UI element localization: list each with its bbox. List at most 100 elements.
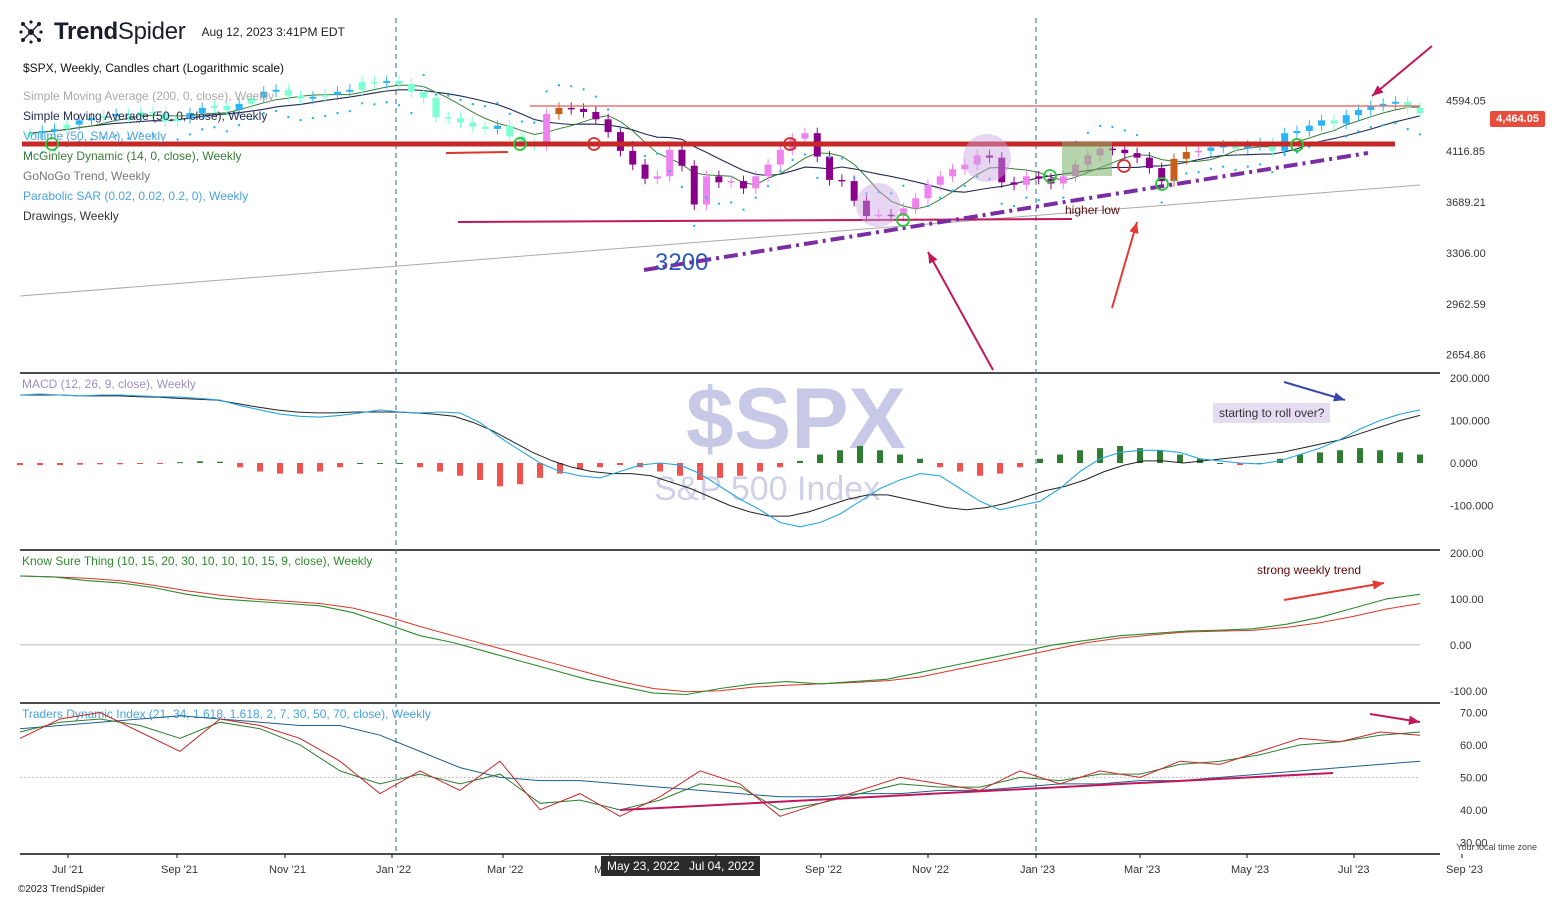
arrow-higher-low-shaft [1111,221,1138,309]
sar-dot-48 [619,127,622,130]
sar-dot-30 [397,104,401,107]
sar-dot-47 [606,108,610,111]
candle-12 [174,118,182,122]
macd-hist-bar-7 [157,463,163,464]
candle-17 [235,103,243,110]
study-legend: Simple Moving Average (200, 0, close), W… [23,86,274,226]
tdi-tick-label-1: 60.00 [1460,740,1488,752]
sar-dot-53 [680,185,684,189]
candle-113 [1416,107,1424,114]
macd-hist-bar-1 [37,463,43,466]
macd-tick-label-1: 100.000 [1450,416,1490,428]
kst-tick-label-2: 0.00 [1450,640,1471,652]
macd-hist-bar-29 [597,463,603,468]
x-tick-label-13: Sep '23 [1446,864,1483,876]
sma-200-line [19,184,1421,297]
candle-56 [715,176,723,183]
candle-28 [370,81,378,84]
study-gonogo[interactable]: GoNoGo Trend, Weekly [23,169,151,183]
candle-34 [444,117,452,119]
x-tick-label-7: Sep '22 [805,864,842,876]
study-drawings[interactable]: Drawings, Weekly [23,209,119,223]
candle-57 [727,181,735,183]
sar-dot-25 [336,111,339,115]
sar-dot-88 [1111,125,1114,129]
copyright: ©2023 TrendSpider [18,884,105,895]
sar-dot-41 [533,121,536,124]
sar-dot-98 [1234,168,1237,172]
candle-107 [1342,115,1350,124]
candle-30 [395,80,403,84]
kst-line [19,575,1421,696]
sar-dot-54 [693,224,696,228]
header: TrendSpider Aug 12, 2023 3:41PM EDT [18,18,345,46]
sar-dot-26 [348,109,352,113]
sar-dot-17 [237,123,241,127]
macd-hist-bar-15 [317,463,323,472]
macd-hist-bar-55 [1117,446,1123,463]
sar-dot-111 [1394,121,1397,125]
tdi-signal-line [19,718,1421,811]
candle-82 [1035,176,1043,179]
arrow-top-resistance-shaft [1371,45,1433,97]
macd-hist-bar-36 [737,463,743,476]
sar-dot-112 [1406,128,1409,131]
sar-dot-99 [1246,165,1249,168]
macd-hist-bar-48 [977,463,983,476]
candle-54 [690,165,698,205]
price-tick-label-5: 2654.86 [1446,350,1486,362]
sar-dot-16 [225,130,229,133]
kst-tick-label-3: -100.00 [1450,686,1487,698]
macd-hist-bar-66 [1337,450,1343,463]
macd-hist-bar-39 [797,460,803,463]
candle-88 [1108,148,1116,151]
candle-84 [1059,176,1067,184]
sar-dot-78 [988,177,991,181]
study-sma-200[interactable]: Simple Moving Average (200, 0, close), W… [23,89,275,103]
sar-dot-29 [385,101,388,104]
sar-dot-102 [1283,153,1286,156]
macd-hist-bar-34 [697,463,703,480]
sar-dot-52 [668,169,671,173]
candle-90 [1133,153,1141,158]
x-tick-label-1: Sep '21 [161,864,198,876]
macd-hist-bar-38 [777,463,783,468]
macd-hist-bar-67 [1357,448,1363,463]
sar-dot-67 [852,176,856,180]
sar-dot-6 [102,136,106,139]
sar-dot-74 [939,196,942,199]
tdi-support-line [619,772,1334,811]
sar-dot-39 [508,112,511,116]
study-mcginley[interactable]: McGinley Dynamic (14, 0, close), Weekly [23,149,242,163]
candle-92 [1158,168,1166,182]
gonogo-signal-7 [1155,177,1169,191]
candle-51 [653,176,661,179]
macd-hist-bar-60 [1217,463,1223,464]
tdi-tick-label-2: 50.00 [1460,772,1488,784]
candle-23 [309,96,317,99]
sar-dot-82 [1037,198,1040,202]
arrow-tdi-head [1408,715,1420,725]
sar-dot-95 [1197,171,1200,174]
sar-dot-20 [274,109,278,113]
sar-dot-71 [902,184,905,187]
macd-hist-bar-53 [1077,450,1083,463]
study-volume[interactable]: Volume (50, SMA), Weekly [23,129,167,143]
watermark-name: S&P 500 Index [654,470,880,508]
sar-dot-35 [459,98,462,102]
sar-dot-61 [779,169,782,173]
candle-108 [1354,109,1362,116]
annotation-strong-trend: strong weekly trend [1257,563,1361,577]
candle-66 [838,179,846,182]
sar-dot-51 [656,152,659,155]
macd-hist-bar-61 [1237,463,1243,466]
study-sma-50[interactable]: Simple Moving Average (50, 0, close), We… [23,109,268,123]
sar-dot-19 [262,111,265,115]
sar-dot-65 [828,156,831,159]
macd-hist-bar-12 [257,463,263,472]
sar-dot-101 [1271,171,1274,174]
candle-37 [481,126,489,129]
sar-dot-28 [373,103,376,106]
study-parabolic-sar[interactable]: Parabolic SAR (0.02, 0.02, 0.2, 0), Week… [23,189,249,203]
